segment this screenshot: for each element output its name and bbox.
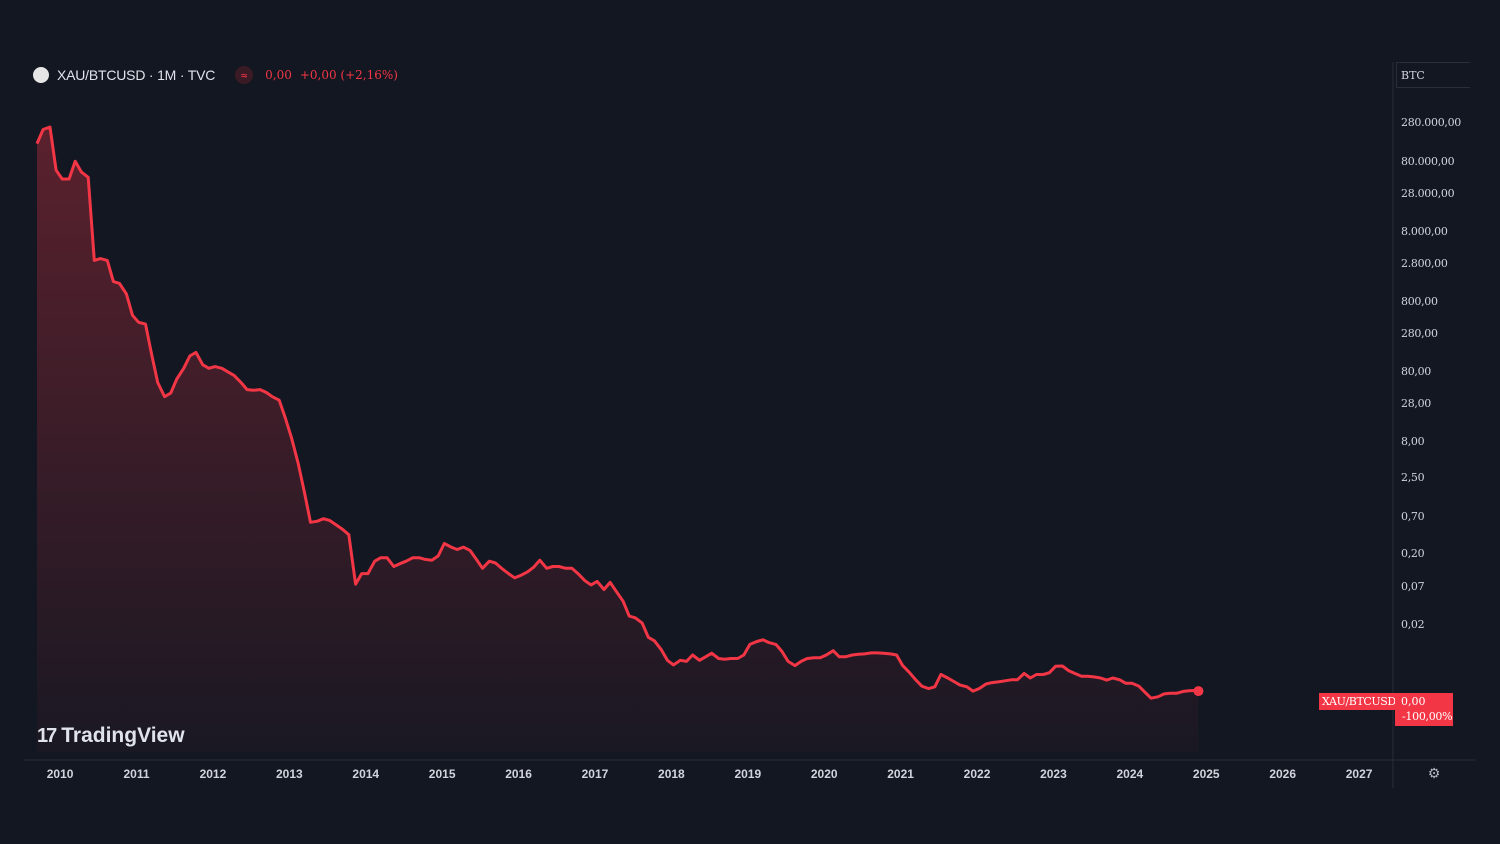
change-value: +0,00 (+2,16%)	[299, 68, 398, 82]
y-tick-label: 28.000,00	[1401, 187, 1455, 200]
y-tick-label: 0,07	[1401, 580, 1425, 593]
tradingview-watermark[interactable]: 17 TradingView	[37, 724, 185, 748]
x-tick-label: 2024	[1116, 767, 1143, 781]
last-price-value: 0,00	[1401, 695, 1426, 708]
y-tick-label: 800,00	[1401, 295, 1438, 308]
x-tick-label: 2013	[276, 767, 303, 781]
last-value: 0,00	[265, 68, 292, 82]
x-tick-label: 2018	[658, 767, 685, 781]
y-tick-label: 80,00	[1401, 365, 1431, 378]
x-tick-label: 2016	[505, 767, 532, 781]
price-axis-currency[interactable]: BTC	[1396, 62, 1470, 88]
x-tick-label: 2025	[1193, 767, 1220, 781]
x-tick-label: 2014	[352, 767, 379, 781]
last-price-percent: -100,00%	[1402, 710, 1453, 723]
tradingview-logo-icon: 17	[37, 724, 57, 747]
x-tick-label: 2012	[200, 767, 227, 781]
symbol-logo-icon[interactable]	[33, 67, 49, 83]
y-tick-label: 28,00	[1401, 397, 1431, 410]
x-tick-label: 2027	[1346, 767, 1373, 781]
x-tick-label: 2019	[734, 767, 761, 781]
series-area-fill	[37, 127, 1199, 752]
y-tick-label: 8,00	[1401, 435, 1425, 448]
x-tick-label: 2011	[123, 767, 149, 781]
y-tick-label: 0,20	[1401, 547, 1425, 560]
y-tick-label: 8.000,00	[1401, 225, 1448, 238]
last-price-symbol-tag: XAU/BTCUSD	[1319, 693, 1399, 710]
y-tick-label: 2,50	[1401, 471, 1425, 484]
symbol-header: XAU/BTCUSD · 1M · TVC ≈ 0,00 +0,00 (+2,1…	[33, 63, 398, 87]
y-tick-label: 0,02	[1401, 618, 1424, 631]
tradingview-logo-text: TradingView	[61, 724, 185, 747]
y-tick-label: 80.000,00	[1401, 155, 1455, 168]
y-tick-label: 280.000,00	[1401, 116, 1461, 129]
last-price-tag: 0,00 -100,00%	[1395, 693, 1453, 726]
x-tick-label: 2015	[429, 767, 456, 781]
y-tick-label: 2.800,00	[1401, 257, 1448, 270]
x-tick-label: 2020	[811, 767, 838, 781]
market-status-icon[interactable]: ≈	[235, 66, 254, 84]
series-line-xau-btcusd[interactable]	[35, 125, 1199, 700]
x-tick-label: 2021	[887, 767, 914, 781]
x-tick-label: 2026	[1269, 767, 1296, 781]
x-tick-label: 2010	[47, 767, 74, 781]
gear-icon[interactable]: ⚙	[1427, 765, 1441, 781]
symbol-title[interactable]: XAU/BTCUSD · 1M · TVC	[57, 67, 216, 83]
last-point-marker	[1193, 686, 1204, 697]
x-tick-label: 2022	[964, 767, 991, 781]
y-tick-label: 280,00	[1401, 327, 1438, 340]
y-tick-label: 0,70	[1401, 510, 1425, 523]
x-tick-label: 2023	[1040, 767, 1067, 781]
x-tick-label: 2017	[582, 767, 609, 781]
